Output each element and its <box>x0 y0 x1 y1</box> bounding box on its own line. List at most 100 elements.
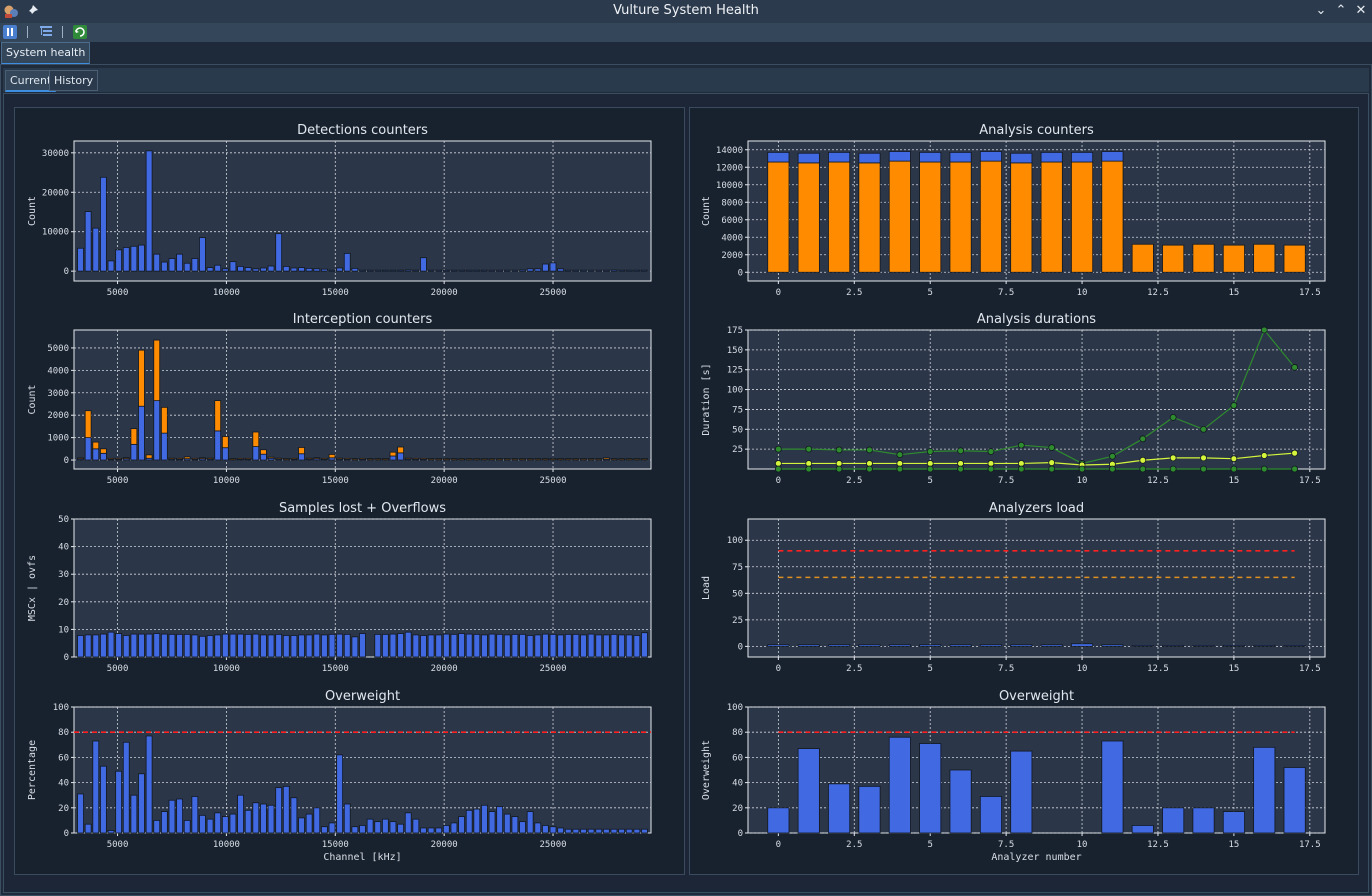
bar <box>1131 644 1154 647</box>
bar <box>92 227 100 272</box>
bar <box>549 262 557 272</box>
y-tick-label: 60 <box>732 753 743 763</box>
bar <box>199 457 206 460</box>
bar <box>625 458 633 460</box>
bar <box>979 796 1002 834</box>
data-point <box>1109 465 1116 473</box>
y-tick-label: 40 <box>732 779 743 789</box>
bar <box>92 740 100 834</box>
bar <box>145 633 153 658</box>
bar <box>252 446 260 461</box>
y-tick-label: 4000 <box>47 366 69 376</box>
bar <box>252 268 260 272</box>
y-axis-label: MSCx | ovfs <box>27 555 38 621</box>
pause-icon[interactable] <box>3 25 17 39</box>
bar <box>481 458 488 460</box>
bar <box>949 644 972 647</box>
bar <box>313 457 321 460</box>
y-tick-label: 40 <box>58 543 69 553</box>
y-tick-label: 1000 <box>47 434 69 444</box>
bar <box>267 634 275 658</box>
chart-title: Overweight <box>325 689 400 704</box>
tab-history[interactable]: History <box>49 70 99 91</box>
bar <box>465 269 473 272</box>
y-tick-label: 20 <box>58 804 69 814</box>
bar <box>557 458 565 460</box>
bar <box>979 160 1002 273</box>
plot-area <box>73 706 652 834</box>
bar <box>549 826 557 834</box>
bar <box>641 828 648 834</box>
bar <box>100 765 107 834</box>
bar <box>1131 243 1154 273</box>
tab-current[interactable]: Current <box>5 70 57 92</box>
x-tick-label: 15000 <box>322 664 349 674</box>
bar <box>397 633 404 658</box>
bar <box>275 633 283 658</box>
y-tick-label: 0 <box>64 653 69 663</box>
x-tick-label: 17.5 <box>1299 664 1321 674</box>
bar <box>321 268 328 272</box>
bar <box>336 457 344 460</box>
x-tick-label: 5000 <box>107 476 129 486</box>
bar <box>138 349 145 407</box>
x-tick-label: 20000 <box>431 476 458 486</box>
refresh-icon[interactable] <box>73 25 87 39</box>
close-icon[interactable]: ✕ <box>1355 3 1367 18</box>
bar <box>465 633 473 658</box>
x-tick-label: 20000 <box>431 840 458 850</box>
bar <box>442 633 450 658</box>
x-tick-label: 10000 <box>213 664 240 674</box>
bar <box>511 458 519 460</box>
x-tick-label: 25000 <box>539 476 566 486</box>
bar <box>519 269 526 272</box>
bar <box>305 634 313 658</box>
bar <box>328 822 336 834</box>
bar <box>828 783 851 834</box>
bar <box>1283 244 1306 273</box>
bar <box>1071 161 1094 273</box>
bar <box>397 823 404 834</box>
x-tick-label: 10000 <box>213 288 240 298</box>
bar <box>138 773 145 834</box>
bar <box>534 634 542 658</box>
minimize-icon[interactable]: ⌄ <box>1315 3 1327 18</box>
x-tick-label: 10000 <box>213 840 240 850</box>
bar <box>100 176 107 272</box>
bar <box>580 269 587 272</box>
tree-view-icon[interactable] <box>39 25 53 39</box>
bar <box>618 269 625 272</box>
bar <box>366 458 374 460</box>
y-tick-label: 10 <box>58 625 69 635</box>
x-tick-label: 15 <box>1228 288 1239 298</box>
bar <box>633 635 641 658</box>
data-point <box>866 446 873 454</box>
bar <box>979 644 1002 647</box>
bar <box>503 634 511 658</box>
bar <box>496 806 504 834</box>
x-tick-label: 20000 <box>431 664 458 674</box>
data-point <box>1048 459 1056 467</box>
chart-analysis-durations: 0 2.5 5 7.5 10 12.5 15 17.5 25 50 75 100 125 150 175 An… <box>701 312 1326 486</box>
chart-title: Analysis counters <box>979 123 1094 138</box>
tab-system-health[interactable]: System health <box>1 42 91 65</box>
bar <box>107 457 115 460</box>
bar <box>298 453 305 461</box>
data-point <box>926 448 934 455</box>
bar <box>374 269 382 272</box>
bar <box>77 247 84 272</box>
bar <box>260 453 267 461</box>
bar <box>199 635 206 658</box>
pin-icon[interactable] <box>24 3 40 19</box>
bar <box>153 339 161 402</box>
bar <box>595 269 603 272</box>
bar <box>343 803 351 834</box>
bar <box>389 451 397 457</box>
chart-title: Overweight <box>999 689 1074 704</box>
bar <box>488 458 496 460</box>
bar <box>503 458 511 460</box>
maximize-icon[interactable]: ⌃ <box>1335 3 1347 18</box>
bar <box>343 252 351 272</box>
y-tick-label: 25 <box>732 616 743 626</box>
x-tick-label: 5 <box>927 840 932 850</box>
